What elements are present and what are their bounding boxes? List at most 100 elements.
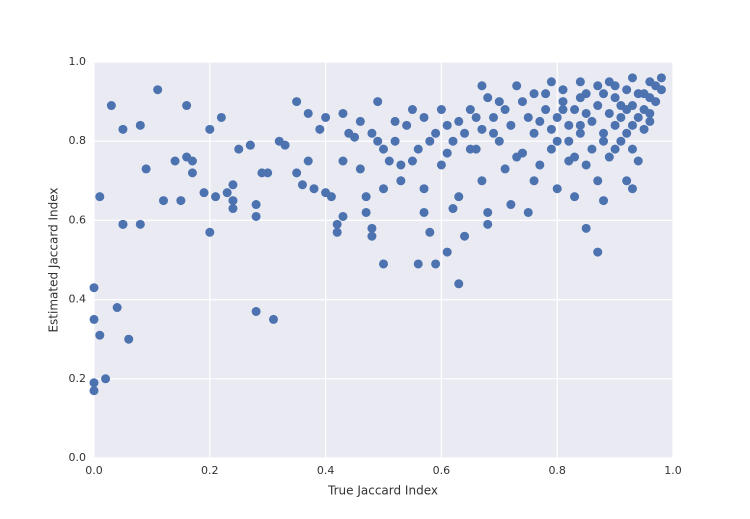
scatter-point <box>280 140 290 150</box>
scatter-point <box>228 204 238 214</box>
scatter-point <box>610 81 620 91</box>
scatter-point <box>465 105 475 115</box>
scatter-point <box>500 164 510 174</box>
scatter-point <box>599 136 609 146</box>
scatter-point <box>593 247 603 257</box>
scatter-point <box>558 105 568 115</box>
scatter-point <box>581 223 591 233</box>
scatter-point <box>587 144 597 154</box>
scatter-point <box>494 97 504 107</box>
y-tick-label: 0.6 <box>69 213 87 226</box>
scatter-point <box>158 196 168 206</box>
scatter-point <box>477 81 487 91</box>
x-tick-label: 1.0 <box>664 464 682 477</box>
scatter-point <box>535 116 545 126</box>
scatter-point <box>633 156 643 166</box>
scatter-point <box>373 136 383 146</box>
scatter-point <box>141 164 151 174</box>
scatter-point <box>483 207 493 217</box>
scatter-point <box>135 219 145 229</box>
scatter-point <box>216 112 226 122</box>
scatter-point <box>483 93 493 103</box>
y-tick-label: 0.0 <box>69 451 87 464</box>
scatter-point <box>379 184 388 194</box>
scatter-point <box>425 136 435 146</box>
scatter-point <box>570 105 580 115</box>
scatter-point <box>263 168 273 178</box>
scatter-point <box>517 97 527 107</box>
scatter-point <box>593 176 603 186</box>
scatter-point <box>645 116 655 126</box>
scatter-point <box>176 196 186 206</box>
scatter-point <box>431 259 441 269</box>
scatter-point <box>604 108 614 118</box>
scatter-point <box>645 108 655 118</box>
scatter-point <box>593 101 603 111</box>
scatter-point <box>622 105 632 115</box>
scatter-point <box>471 112 481 122</box>
scatter-point <box>627 120 637 130</box>
scatter-point <box>315 124 325 134</box>
scatter-point <box>419 112 429 122</box>
scatter-point <box>575 77 585 87</box>
scatter-point <box>442 148 452 158</box>
scatter-point <box>170 156 180 166</box>
scatter-point <box>564 136 574 146</box>
scatter-point <box>205 227 215 237</box>
scatter-point <box>627 73 637 83</box>
scatter-point <box>436 160 446 170</box>
scatter-point <box>610 144 620 154</box>
scatter-point <box>425 227 435 237</box>
scatter-point <box>101 374 111 384</box>
scatter-point <box>355 164 365 174</box>
scatter-point <box>454 116 464 126</box>
scatter-point <box>89 378 99 388</box>
scatter-point <box>182 101 192 111</box>
scatter-point <box>552 136 562 146</box>
scatter-point <box>135 120 145 130</box>
scatter-point <box>396 176 406 186</box>
scatter-point <box>512 81 522 91</box>
scatter-point <box>546 144 556 154</box>
scatter-point <box>95 330 105 340</box>
scatter-point <box>367 231 377 241</box>
scatter-point <box>303 108 313 118</box>
scatter-point <box>297 180 307 190</box>
scatter-point <box>575 93 585 103</box>
scatter-point <box>552 184 562 194</box>
scatter-point <box>413 144 423 154</box>
scatter-point <box>523 207 533 217</box>
scatter-point <box>350 132 360 142</box>
scatter-point <box>599 89 609 99</box>
scatter-point <box>448 204 458 214</box>
scatter-point <box>379 259 388 269</box>
scatter-point <box>489 112 499 122</box>
scatter-point <box>622 85 632 95</box>
y-tick-label: 0.4 <box>69 293 87 306</box>
scatter-point <box>622 128 632 138</box>
scatter-point <box>627 144 637 154</box>
scatter-point <box>587 116 597 126</box>
scatter-point <box>581 108 591 118</box>
scatter-point <box>384 156 394 166</box>
scatter-point <box>338 211 348 221</box>
scatter-point <box>413 259 423 269</box>
scatter-point <box>529 128 539 138</box>
scatter-point <box>199 188 209 198</box>
scatter-point <box>622 176 632 186</box>
scatter-point <box>506 200 516 210</box>
scatter-point <box>211 192 221 202</box>
scatter-point <box>367 223 377 233</box>
y-axis-label: Estimated Jaccard Index <box>47 187 61 332</box>
scatter-point <box>575 120 585 130</box>
scatter-point <box>575 128 585 138</box>
scatter-point <box>610 93 620 103</box>
scatter-point <box>118 124 128 134</box>
scatter-point <box>118 219 128 229</box>
y-tick-label: 0.8 <box>69 134 87 147</box>
x-axis-label: True Jaccard Index <box>327 484 438 498</box>
scatter-point <box>89 283 99 293</box>
scatter-point <box>454 192 464 202</box>
scatter-point <box>500 105 510 115</box>
